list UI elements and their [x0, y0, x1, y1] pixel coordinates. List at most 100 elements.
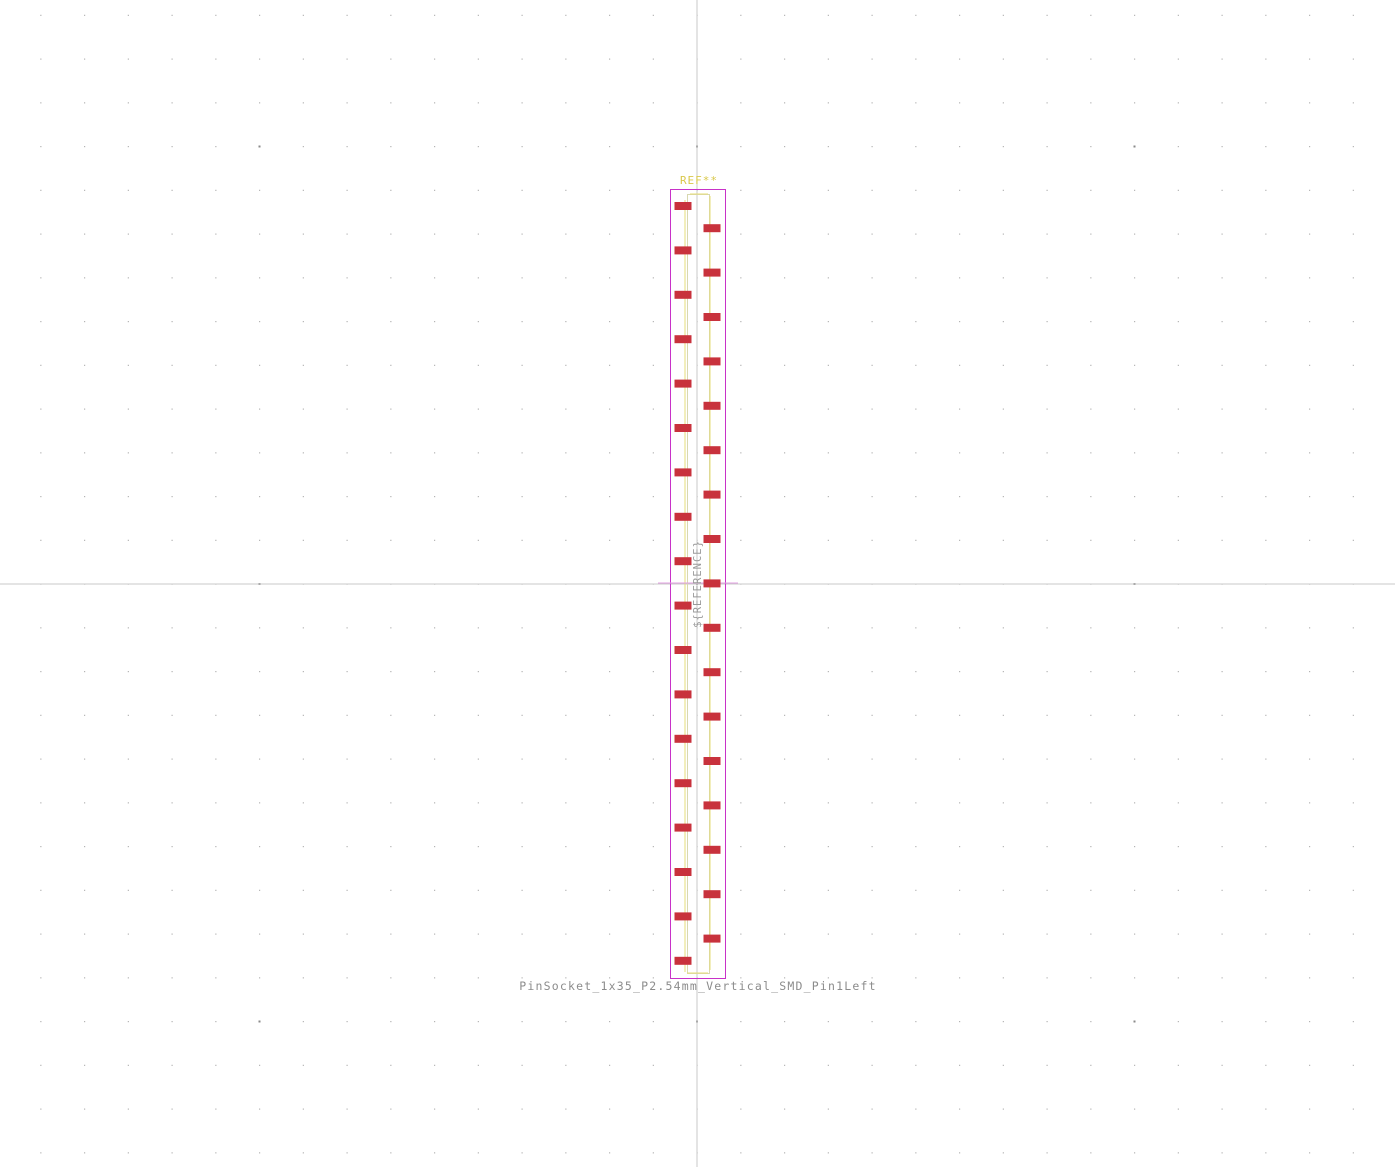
- pad-24[interactable]: [703, 712, 721, 721]
- grid-dot: [127, 671, 129, 673]
- grid-dot: [1002, 233, 1004, 235]
- grid-dot: [215, 496, 217, 498]
- grid-dot: [1002, 1064, 1004, 1066]
- grid-dot: [565, 758, 567, 760]
- grid-dot: [827, 1108, 829, 1110]
- pad-27[interactable]: [674, 779, 692, 788]
- grid-dot: [127, 889, 129, 891]
- pad-26[interactable]: [703, 757, 721, 765]
- grid-dot: [1090, 146, 1092, 148]
- grid-dot: [127, 846, 129, 848]
- grid-dot: [609, 1064, 611, 1066]
- grid-dot: [1265, 933, 1267, 935]
- grid-dot: [740, 977, 742, 979]
- grid-dot: [652, 496, 654, 498]
- pad-15[interactable]: [674, 512, 692, 521]
- grid-dot: [477, 452, 479, 454]
- reference-label[interactable]: REF**: [680, 174, 718, 187]
- pad-11[interactable]: [674, 424, 692, 432]
- pad-22[interactable]: [703, 668, 721, 677]
- pad-34[interactable]: [703, 934, 721, 943]
- pad-17[interactable]: [674, 557, 692, 566]
- grid-dot: [434, 408, 436, 410]
- pad-8[interactable]: [703, 357, 721, 366]
- pad-28[interactable]: [703, 801, 721, 810]
- grid-dot: [302, 277, 304, 279]
- grid-dot: [565, 714, 567, 716]
- pad-31[interactable]: [674, 868, 692, 876]
- pad-3[interactable]: [674, 246, 692, 255]
- pad-10[interactable]: [703, 401, 721, 410]
- grid-dot: [1090, 1108, 1092, 1110]
- pad-20[interactable]: [703, 623, 721, 632]
- grid-dot: [1002, 452, 1004, 454]
- pad-30[interactable]: [703, 845, 721, 854]
- grid-dot: [827, 889, 829, 891]
- pad-5[interactable]: [674, 290, 692, 299]
- grid-dot: [784, 146, 786, 148]
- grid-dot: [477, 496, 479, 498]
- pad-9[interactable]: [674, 379, 692, 388]
- grid-dot: [959, 277, 961, 279]
- grid-dot: [740, 364, 742, 366]
- grid-dot: [259, 58, 261, 60]
- pad-1[interactable]: [674, 202, 692, 210]
- pad-18[interactable]: [703, 579, 721, 588]
- grid-dot: [1134, 933, 1136, 935]
- value-label[interactable]: PinSocket_1x35_P2.54mm_Vertical_SMD_Pin1…: [519, 979, 876, 993]
- grid-dot: [477, 321, 479, 323]
- grid-dot: [915, 539, 917, 541]
- grid-dot: [1352, 408, 1354, 410]
- grid-dot: [302, 627, 304, 629]
- pad-4[interactable]: [703, 268, 721, 277]
- footprint[interactable]: REF** ${REFERENCE} PinSocket_1x35_P2.54m…: [519, 174, 876, 993]
- grid-dot: [1046, 933, 1048, 935]
- pad-6[interactable]: [703, 313, 721, 321]
- grid-dot: [827, 627, 829, 629]
- grid-dot: [40, 233, 42, 235]
- grid-dot: [827, 189, 829, 191]
- grid-dot: [652, 408, 654, 410]
- grid-dot: [915, 1064, 917, 1066]
- grid-dot: [652, 102, 654, 104]
- pad-32[interactable]: [703, 890, 721, 899]
- grid-dot: [565, 889, 567, 891]
- grid-dot: [1221, 802, 1223, 804]
- grid-dot: [959, 846, 961, 848]
- grid-dot: [609, 452, 611, 454]
- grid-dot: [1352, 58, 1354, 60]
- fab-reference-label[interactable]: ${REFERENCE}: [692, 540, 704, 628]
- grid-dot: [1265, 714, 1267, 716]
- grid-dot: [434, 758, 436, 760]
- pad-16[interactable]: [703, 535, 721, 543]
- pad-29[interactable]: [674, 823, 692, 832]
- grid-dot: [127, 802, 129, 804]
- pad-35[interactable]: [674, 956, 692, 965]
- pad-2[interactable]: [703, 224, 721, 233]
- grid-dot: [784, 802, 786, 804]
- grid-dot: [171, 1021, 173, 1023]
- pad-25[interactable]: [674, 734, 692, 743]
- pad-33[interactable]: [674, 912, 692, 921]
- pad-12[interactable]: [703, 446, 721, 455]
- grid-dot: [915, 802, 917, 804]
- grid-dot: [740, 496, 742, 498]
- grid-dot: [1090, 671, 1092, 673]
- pad-13[interactable]: [674, 468, 692, 477]
- grid-dot: [346, 1021, 348, 1023]
- grid-dot: [565, 1064, 567, 1066]
- grid-dot: [40, 1064, 42, 1066]
- grid-dot: [1352, 321, 1354, 323]
- grid-dot: [390, 408, 392, 410]
- grid-dot: [1221, 408, 1223, 410]
- grid-dot: [1352, 714, 1354, 716]
- pad-19[interactable]: [674, 601, 692, 610]
- grid-dot: [871, 14, 873, 16]
- pad-7[interactable]: [674, 335, 692, 344]
- grid-dot: [827, 58, 829, 60]
- pad-23[interactable]: [674, 690, 692, 699]
- pad-14[interactable]: [703, 490, 721, 499]
- pad-21[interactable]: [674, 646, 692, 654]
- grid-dot: [1090, 496, 1092, 498]
